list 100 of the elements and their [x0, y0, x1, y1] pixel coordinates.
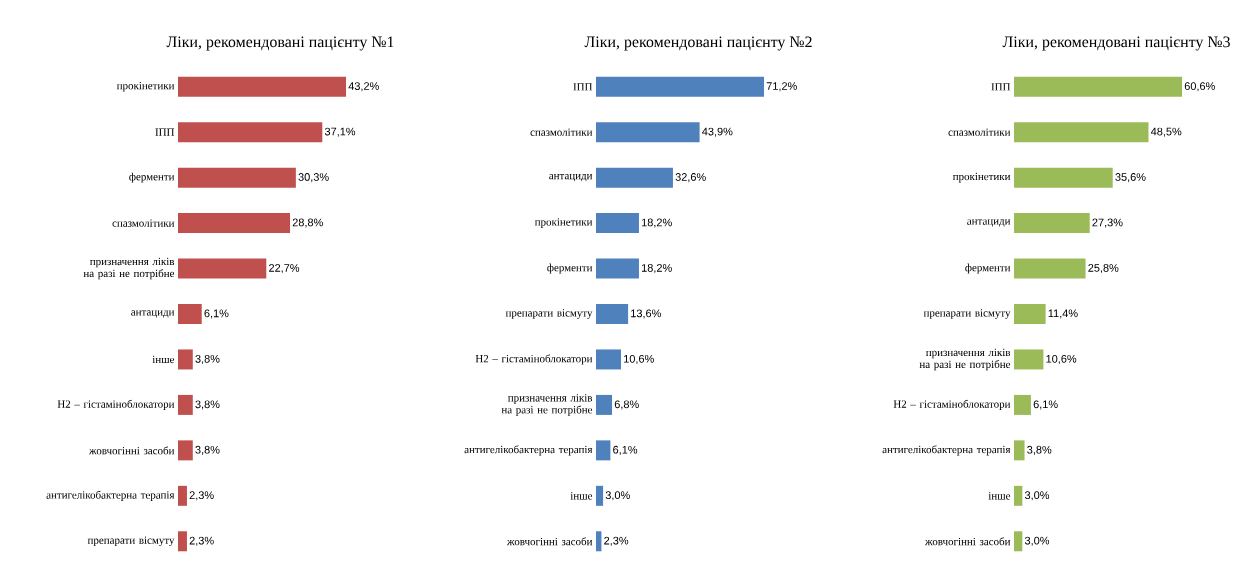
bar [178, 76, 347, 97]
y-tick-label: прокінетики [952, 172, 1011, 183]
chart-title: Ліки, рекомендовані пацієнту №3 [1002, 36, 1230, 51]
bar [1014, 167, 1113, 188]
y-tick-label: ІПП [573, 83, 593, 91]
data-label: 43,9% [702, 127, 733, 137]
y-tick-label: Н2 – гістаміноблокатори [893, 399, 1011, 410]
bar [1014, 531, 1023, 552]
y-tick-label: антациди [549, 174, 593, 182]
data-label: 3,0% [1024, 491, 1050, 501]
y-tick-label: антациди [967, 219, 1011, 227]
data-label: 2,3% [604, 536, 629, 546]
data-label: 25,8% [1088, 264, 1119, 274]
y-tick-label: антигелікобактерна терапія [882, 445, 1011, 456]
chart-title: Ліки, рекомендовані пацієнту №1 [166, 36, 394, 51]
bar [178, 167, 296, 188]
y-tick-label: інше [152, 355, 175, 364]
data-label: 71,2% [766, 82, 797, 92]
data-label: 6,1% [613, 445, 638, 455]
y-tick-label: інше [570, 492, 593, 500]
y-tick-label: антациди [131, 310, 175, 318]
bar [596, 394, 613, 415]
y-tick-label: антигелікобактерна терапія [464, 445, 593, 456]
y-tick-label: Н2 – гістаміноблокатори [57, 399, 175, 410]
bar [178, 349, 193, 370]
y-tick-label: препарати вісмуту [923, 309, 1011, 319]
bar [1014, 440, 1025, 461]
data-label: 11,4% [1048, 309, 1078, 319]
bar [596, 213, 639, 234]
data-label: 30,3% [298, 173, 329, 183]
data-label: 3,8% [195, 354, 220, 364]
bar [1014, 122, 1149, 143]
y-tick-label: ферменти [547, 263, 593, 274]
data-label: 3,8% [195, 445, 220, 455]
y-tick-label: Н2 – гістаміноблокатори [475, 354, 593, 365]
bar [596, 76, 765, 97]
data-label: 32,6% [675, 173, 706, 183]
data-label: 6,1% [204, 309, 229, 319]
bar [1014, 349, 1044, 370]
data-label: 22,7% [269, 264, 300, 274]
data-label: 3,0% [605, 491, 630, 501]
data-label: 35,6% [1115, 173, 1146, 183]
y-tick-label: прокінетики [534, 218, 593, 228]
bar [178, 122, 323, 143]
bar [178, 531, 187, 552]
data-label: 48,5% [1150, 127, 1182, 137]
bar [1014, 394, 1031, 415]
bar [1014, 213, 1090, 234]
data-label: 10,6% [624, 354, 654, 364]
bar [178, 485, 187, 506]
data-label: 3,8% [195, 400, 220, 410]
data-label: 18,2% [641, 264, 672, 274]
y-tick-label: призначення ліків на разі не потрібне [501, 394, 593, 416]
data-label: 18,2% [641, 218, 672, 228]
bar [596, 531, 602, 552]
data-label: 3,0% [1024, 536, 1050, 546]
data-label: 28,8% [292, 218, 323, 228]
bar [178, 258, 267, 279]
bar [596, 167, 673, 188]
bar [596, 304, 629, 324]
data-label: 6,8% [614, 400, 639, 410]
bar [596, 440, 611, 461]
y-tick-label: антигелікобактерна терапія [46, 490, 175, 501]
data-label: 27,3% [1092, 218, 1123, 228]
bar [178, 304, 202, 324]
data-label: 10,6% [1046, 354, 1077, 364]
y-tick-label: призначення ліків на разі не потрібне [83, 257, 175, 280]
y-tick-label: препарати вісмуту [87, 536, 175, 547]
y-tick-label: прокінетики [116, 81, 175, 92]
data-label: 3,8% [1027, 445, 1052, 455]
y-tick-label: спазмолітики [948, 128, 1011, 136]
bar [1014, 258, 1086, 279]
y-tick-label: інше [988, 492, 1011, 500]
bar [1014, 485, 1023, 506]
y-tick-label: спазмолітики [112, 219, 175, 227]
y-tick-label: жовчогінні засоби [88, 446, 175, 455]
data-label: 13,6% [631, 309, 661, 319]
y-tick-label: ІПП [155, 128, 175, 136]
data-label: 6,1% [1033, 400, 1058, 410]
y-tick-label: призначення ліків на разі не потрібне [919, 348, 1011, 371]
y-tick-label: ферменти [129, 172, 175, 183]
bar [596, 258, 639, 279]
data-label: 43,2% [348, 82, 379, 92]
bar [596, 349, 622, 370]
y-tick-label: жовчогінні засоби [924, 537, 1011, 546]
y-tick-label: жовчогінні засоби [506, 537, 593, 546]
data-label: 2,3% [189, 491, 214, 501]
bar [596, 485, 604, 506]
y-tick-label: препарати вісмуту [505, 309, 593, 319]
chart-title: Ліки, рекомендовані пацієнту №2 [584, 36, 812, 51]
data-label: 2,3% [189, 536, 214, 546]
bar [178, 394, 193, 415]
bar [1014, 76, 1183, 97]
data-label: 37,1% [324, 127, 356, 137]
y-tick-label: ферменти [965, 263, 1011, 274]
data-label: 60,6% [1184, 82, 1215, 92]
bar [596, 122, 700, 143]
y-tick-label: спазмолітики [530, 128, 593, 136]
bar [178, 440, 193, 461]
y-tick-label: ІПП [991, 83, 1011, 91]
